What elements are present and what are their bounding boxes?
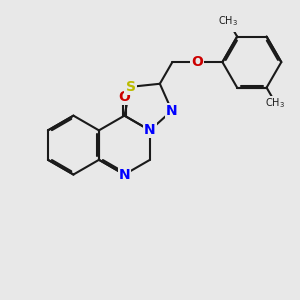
Text: CH$_3$: CH$_3$ [266, 96, 285, 110]
Text: N: N [118, 167, 130, 182]
Text: O: O [118, 89, 130, 103]
Text: S: S [126, 80, 136, 94]
Text: N: N [166, 104, 178, 118]
Text: O: O [191, 55, 203, 69]
Text: CH$_3$: CH$_3$ [218, 14, 238, 28]
Text: N: N [144, 123, 156, 137]
